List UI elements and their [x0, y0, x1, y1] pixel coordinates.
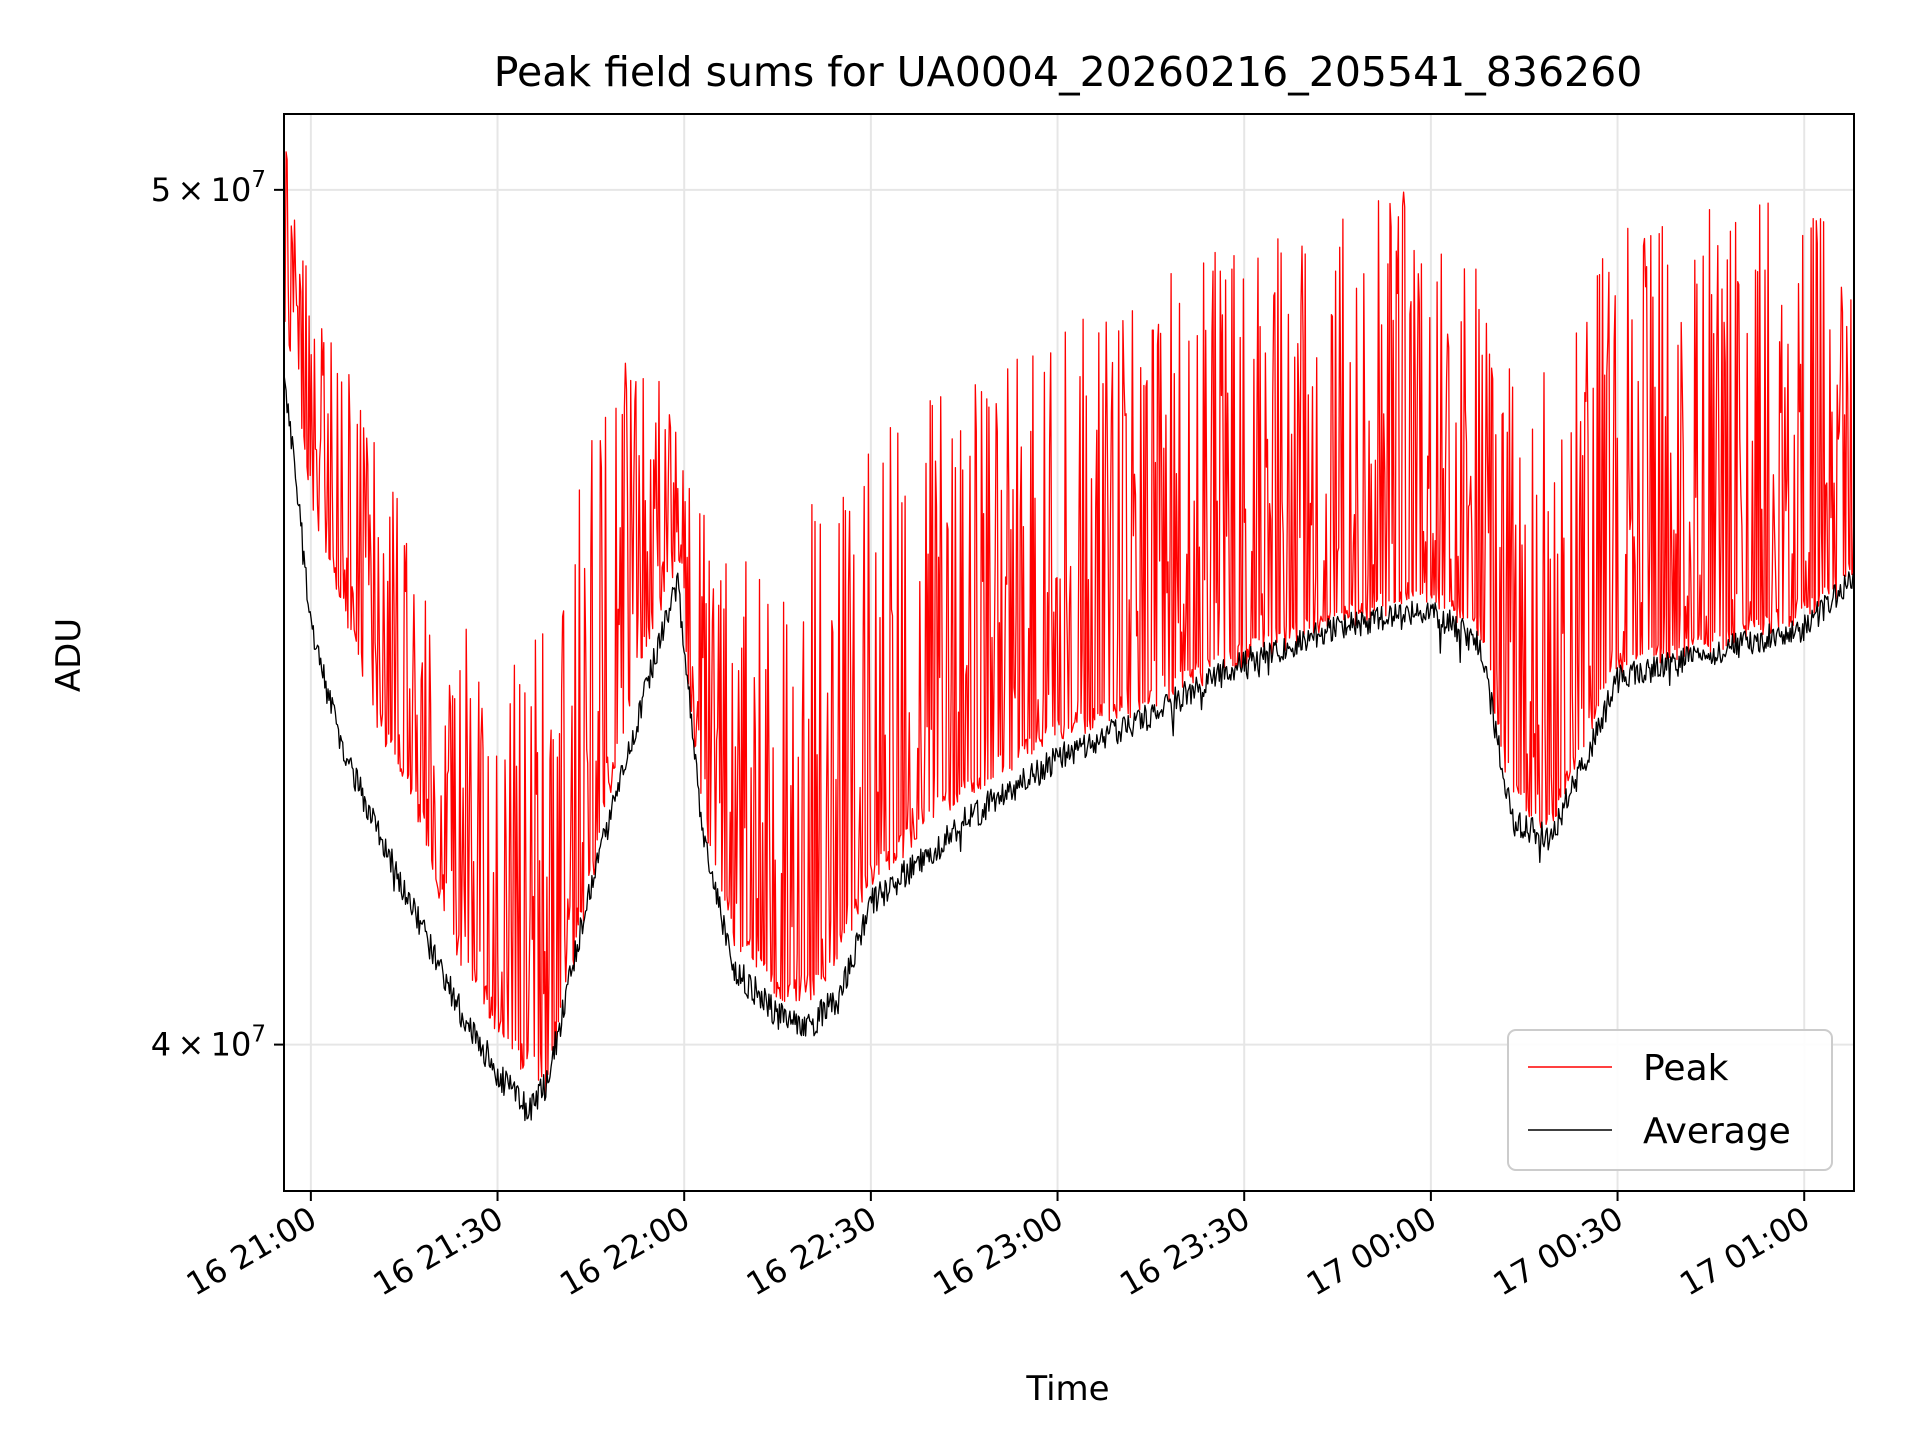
x-axis-title: Time — [1025, 1369, 1109, 1409]
series-line-peak — [284, 151, 1854, 1097]
legend-average-label: Average — [1643, 1111, 1791, 1152]
y-tick-label: 5 × 107 — [151, 167, 266, 209]
series-line-average — [284, 374, 1854, 1122]
legend-peak-label: Peak — [1643, 1048, 1729, 1089]
y-axis: 5 × 107 4 × 107 — [151, 167, 284, 1064]
y-tick-label: 4 × 107 — [151, 1022, 266, 1064]
chart-title: Peak field sums for UA0004_20260216_2055… — [494, 48, 1643, 96]
axes-frame — [283, 113, 1855, 1192]
legend: Peak Average — [1507, 1029, 1833, 1171]
y-axis-title: ADU — [49, 618, 89, 692]
plot-area — [284, 151, 1854, 1122]
legend-box — [1507, 1029, 1833, 1171]
